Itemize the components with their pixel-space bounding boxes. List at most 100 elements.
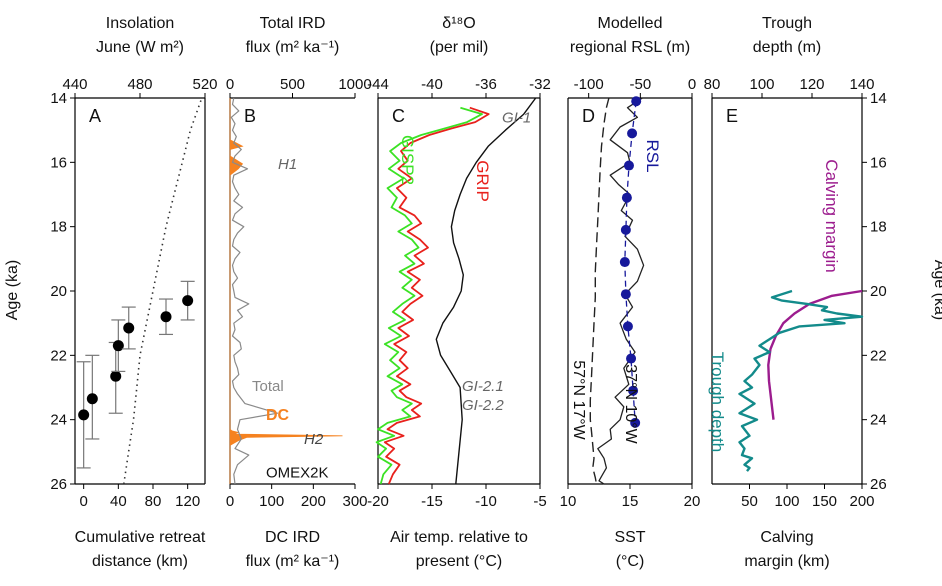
panel-E-bottom-tick-label: 200 [849,493,874,510]
gisp2-series-label: GISP2 [398,135,417,185]
panel-E-top-tick-label: 100 [749,76,774,93]
age-tick-label: 26 [870,476,887,493]
panel-E-bottom-axis-subtitle: margin (km) [744,553,829,570]
panel-D-bottom-tick-label: 15 [622,493,639,510]
rsl-point [620,224,631,235]
panel-C-bottom-tick-label: -20 [367,493,389,510]
panel-D-top-tick-label: -100 [574,76,604,93]
panel-C-top-tick-label: -44 [367,76,389,93]
age-tick-label: 24 [50,412,67,429]
panel-E-bottom-tick-label: 100 [774,493,799,510]
panel-B-bottom-tick-label: 0 [226,493,234,510]
rsl-point [626,353,637,364]
retreat-point [123,322,135,334]
age-tick-label: 18 [870,219,887,236]
panel-A-top-axis-subtitle: June (W m²) [96,39,184,56]
age-tick-label: 16 [50,154,67,171]
panel-D-top-tick-label: -50 [629,76,651,93]
rsl-point [621,192,632,203]
omex2k-label: OMEX2K [266,465,329,482]
retreat-point [110,370,122,382]
grip-isotope-line [383,106,490,485]
panels: A 14 16 18 20 22 24 26 440 480 520 Insolation June (… [50,15,886,570]
panel-D-bottom-axis-subtitle: (°C) [616,553,645,570]
trough-depth-line [738,289,864,472]
panel-A-letter: A [89,106,101,126]
age-tick-label: 26 [50,476,67,493]
total-ird-line [230,97,279,485]
retreat-point [78,409,90,421]
age-tick-label: 22 [50,347,67,364]
sst-57n-line [589,97,610,485]
panel-B-top-tick-label: 500 [280,76,305,93]
panel-E-top-axis-subtitle: depth (m) [753,39,821,56]
age-tick-label: 18 [50,219,67,236]
panel-E-top-axis-title: Trough [762,15,812,32]
panel-C-bottom-tick-label: -5 [533,493,546,510]
rsl-point [628,385,639,396]
air-temperature-line [435,97,537,485]
retreat-point [112,340,124,352]
left-axis-label: Age (ka) [4,260,21,320]
panel-B-bottom-axis-title: DC IRD [265,529,320,546]
panel-D-top-axis-subtitle: regional RSL (m) [570,39,690,56]
retreat-point [86,393,98,405]
panel-B-bottom-tick-label: 100 [259,493,284,510]
panel-C-bottom-axis-subtitle: present (°C) [416,553,502,570]
panel-A-top-tick-label: 520 [192,76,217,93]
panel-A-bottom-tick-label: 0 [79,493,87,510]
retreat-point [160,311,172,323]
panel-C-bottom-tick-label: -15 [421,493,443,510]
gi-2-2-label: GI-2.2 [462,397,504,414]
panel-A-bottom-axis-title: Cumulative retreat [75,529,206,546]
panel-B-top-axis-subtitle: flux (m² ka⁻¹) [246,39,340,56]
rsl-point [630,417,641,428]
panel-D-bottom-tick-label: 20 [684,493,701,510]
rsl-point [631,96,642,107]
panel-E-top-tick-label: 120 [799,76,824,93]
h2-label: H2 [304,431,324,448]
age-tick-label: 16 [870,154,887,171]
dc-ird-area [229,98,343,484]
panel-A-bottom-axis-subtitle: distance (km) [92,553,188,570]
age-tick-label: 14 [870,90,887,107]
panel-C-bottom-axis-title: Air temp. relative to [390,529,528,546]
rsl-point [619,257,630,268]
panel-A-bottom-tick-label: 40 [110,493,127,510]
h1-label: H1 [278,156,297,173]
panel-C-top-tick-label: -36 [475,76,497,93]
panel-C-bottom-tick-label: -10 [475,493,497,510]
panel-D-bottom-axis-title: SST [614,529,645,546]
rsl-point [620,289,631,300]
panel-E-bottom-tick-label: 150 [812,493,837,510]
panel-B-bottom-axis-subtitle: flux (m² ka⁻¹) [246,553,340,570]
panel-D-top-axis-title: Modelled [598,15,663,32]
rsl-label: RSL [643,139,662,172]
rsl-point [623,160,634,171]
panel-A-top-tick-label: 480 [127,76,152,93]
site-37n-label: 37°N 10°W [622,364,639,444]
gi-1-label: GI-1 [502,109,531,126]
panel-C-top-axis-title: δ¹⁸O [442,15,475,32]
panel-D-top-tick-label: 0 [688,76,696,93]
retreat-point [182,295,194,307]
dc-label: DC [266,407,290,424]
age-tick-label: 20 [50,283,67,300]
panel-C-top-tick-label: -40 [421,76,443,93]
panel-C-top-axis-subtitle: (per mil) [430,39,489,56]
panel-E-top-tick-label: 140 [849,76,874,93]
panel-B-bottom-tick-label: 300 [342,493,367,510]
panel-C-top-tick-label: -32 [529,76,551,93]
panel-B-top-tick-label: 0 [226,76,234,93]
panel-A-bottom-tick-label: 80 [145,493,162,510]
panel-B-top-tick-label: 1000 [338,76,371,93]
age-tick-label: 20 [870,283,887,300]
panel-E-top-tick-label: 80 [704,76,721,93]
age-tick-label: 24 [870,412,887,429]
age-tick-label: 22 [870,347,887,364]
insolation-curve [123,97,203,485]
panel-A-top-axis-title: Insolation [106,15,175,32]
sst-37n-line [597,97,645,485]
panel-D-bottom-tick-label: 10 [560,493,577,510]
